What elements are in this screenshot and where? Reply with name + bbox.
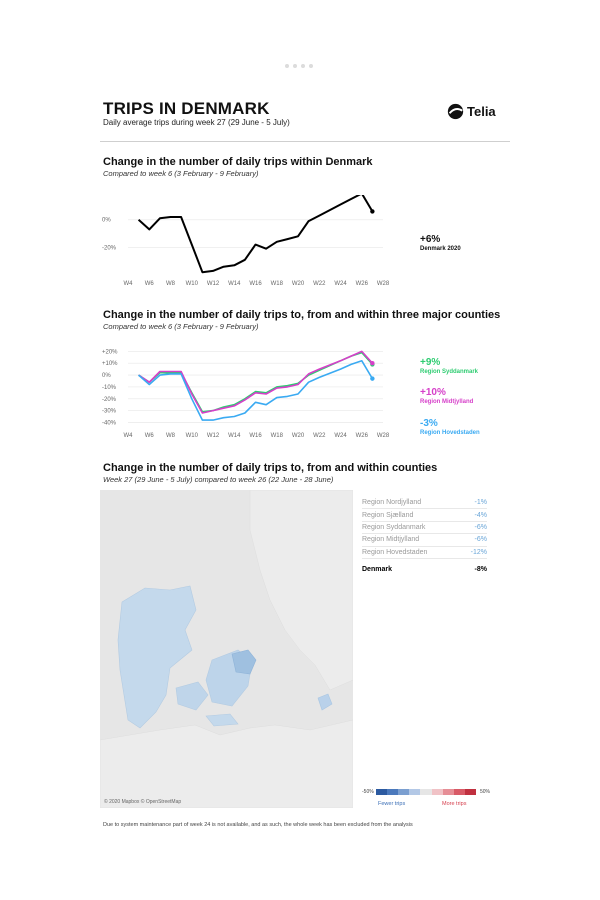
chart1-subtitle: Compared to week 6 (3 February - 9 Febru… bbox=[103, 169, 259, 178]
x-tick-label: W18 bbox=[271, 433, 284, 439]
callout-label: Region Syddanmark bbox=[420, 369, 479, 375]
x-tick-label: W22 bbox=[313, 433, 326, 439]
x-tick-label: W4 bbox=[124, 281, 134, 287]
legend-max: 50% bbox=[479, 789, 490, 795]
legend-fewer-label: Fewer trips bbox=[378, 801, 406, 807]
x-tick-label: W12 bbox=[207, 281, 220, 287]
region-value: -1% bbox=[474, 499, 487, 507]
region-name: Region Midtjylland bbox=[362, 536, 420, 544]
x-tick-label: W18 bbox=[271, 281, 284, 287]
x-tick-label: W26 bbox=[356, 281, 369, 287]
x-tick-label: W16 bbox=[249, 281, 262, 287]
x-tick-label: W28 bbox=[377, 281, 390, 287]
chart2-line-chart: +20% +10% 0% -10% -20% -30% -40% W4 W6 W8 W10 W12 W1… bbox=[102, 349, 390, 439]
y-tick-label: -20% bbox=[102, 245, 117, 251]
telia-logo-icon bbox=[447, 103, 464, 120]
legend-min: -50% bbox=[362, 789, 374, 795]
map-credit: © 2020 Mapbox © OpenStreetMap bbox=[104, 799, 182, 805]
y-tick-label: 0% bbox=[102, 218, 111, 224]
footnote: Due to system maintenance part of week 2… bbox=[103, 822, 413, 828]
region-name: Region Syddanmark bbox=[362, 523, 426, 531]
x-tick-label: W4 bbox=[124, 433, 134, 439]
region-name: Region Nordjylland bbox=[362, 499, 422, 507]
x-tick-label: W24 bbox=[334, 281, 347, 287]
table-row: Region Syddanmark -6% bbox=[362, 522, 487, 535]
y-tick-label: -40% bbox=[102, 420, 117, 426]
x-tick-label: W10 bbox=[186, 433, 199, 439]
chart1-end-value: +6% bbox=[420, 234, 441, 245]
brand: Telia bbox=[447, 103, 496, 120]
x-tick-label: W10 bbox=[186, 281, 199, 287]
region-value: -8% bbox=[474, 565, 487, 573]
x-tick-label: W26 bbox=[356, 433, 369, 439]
chart2-title: Change in the number of daily trips to, … bbox=[103, 309, 501, 321]
x-tick-label: W6 bbox=[145, 281, 155, 287]
table-row: Region Midtjylland -6% bbox=[362, 534, 487, 547]
region-table: Region Nordjylland -1% Region Sjælland -4% R… bbox=[362, 497, 487, 575]
region-value: -6% bbox=[474, 536, 487, 544]
chart1-title: Change in the number of daily trips with… bbox=[103, 156, 373, 168]
callout-label: Region Midtjylland bbox=[420, 399, 474, 405]
table-row: Region Nordjylland -1% bbox=[362, 497, 487, 510]
x-tick-label: W28 bbox=[377, 433, 390, 439]
x-tick-label: W14 bbox=[228, 433, 241, 439]
brand-name: Telia bbox=[467, 104, 496, 119]
denmark-map[interactable]: © 2020 Mapbox © OpenStreetMap bbox=[100, 490, 353, 808]
x-tick-label: W22 bbox=[313, 281, 326, 287]
page-subtitle: Daily average trips during week 27 (29 J… bbox=[103, 118, 290, 127]
x-tick-label: W20 bbox=[292, 433, 305, 439]
table-total-row: Denmark -8% bbox=[362, 563, 487, 575]
map-graphic bbox=[100, 490, 353, 808]
color-legend: -50% 50% Fewer trips More trips bbox=[362, 789, 490, 807]
y-tick-label: 0% bbox=[102, 373, 111, 379]
x-tick-label: W6 bbox=[145, 433, 155, 439]
x-tick-label: W12 bbox=[207, 433, 220, 439]
x-tick-label: W20 bbox=[292, 281, 305, 287]
section3-subtitle: Week 27 (29 June - 5 July) compared to w… bbox=[103, 475, 334, 484]
chart1-line-chart: 0% -20% W4 W6 W8 W10 W12 W14 W16 W18 W20 W22 W24 W26 W… bbox=[102, 195, 390, 287]
y-tick-label: -10% bbox=[102, 385, 117, 391]
chart2-subtitle: Compared to week 6 (3 February - 9 Febru… bbox=[103, 322, 259, 331]
series-end-point bbox=[370, 376, 375, 381]
x-tick-label: W8 bbox=[166, 281, 176, 287]
y-tick-label: +20% bbox=[102, 349, 118, 355]
y-tick-label: +10% bbox=[102, 361, 118, 367]
series-line bbox=[138, 360, 374, 421]
x-tick-label: W24 bbox=[334, 433, 347, 439]
legend-scale bbox=[376, 789, 476, 795]
region-value: -4% bbox=[474, 511, 487, 519]
series-end-point bbox=[370, 361, 375, 366]
series-line bbox=[137, 195, 374, 274]
header-divider bbox=[100, 141, 510, 142]
table-row: Region Sjælland -4% bbox=[362, 509, 487, 522]
region-value: -6% bbox=[474, 523, 487, 531]
y-tick-label: -20% bbox=[102, 397, 117, 403]
series-end-point bbox=[370, 209, 375, 214]
callout-label: Region Hovedstaden bbox=[420, 430, 480, 436]
page-title: TRIPS IN DENMARK bbox=[103, 99, 270, 118]
page-indicator bbox=[285, 64, 313, 68]
region-value: -12% bbox=[470, 548, 487, 556]
legend-more-label: More trips bbox=[442, 801, 467, 807]
section3-title: Change in the number of daily trips to, … bbox=[103, 462, 438, 474]
callout-value: +10% bbox=[420, 387, 446, 398]
x-tick-label: W14 bbox=[228, 281, 241, 287]
callout-value: +9% bbox=[420, 357, 441, 368]
x-tick-label: W8 bbox=[166, 433, 176, 439]
table-row: Region Hovedstaden -12% bbox=[362, 547, 487, 559]
series-line bbox=[138, 350, 373, 414]
region-name: Region Hovedstaden bbox=[362, 548, 428, 556]
x-tick-label: W16 bbox=[249, 433, 262, 439]
y-tick-label: -30% bbox=[102, 409, 117, 415]
chart1-end-label: Denmark 2020 bbox=[420, 246, 461, 252]
callout-value: -3% bbox=[420, 418, 438, 429]
region-name: Denmark bbox=[362, 565, 392, 573]
region-name: Region Sjælland bbox=[362, 511, 414, 519]
